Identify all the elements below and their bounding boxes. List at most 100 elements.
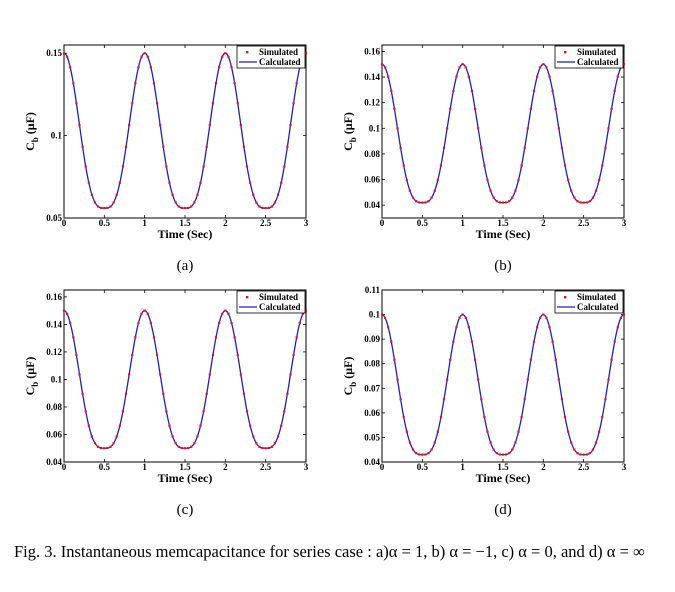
simulated-point — [174, 442, 177, 445]
simulated-point — [442, 146, 446, 149]
simulated-point — [483, 415, 486, 419]
simulated-point — [245, 410, 249, 413]
simulated-point — [483, 164, 486, 167]
simulated-point — [255, 201, 258, 204]
y-tick-label: 0.06 — [364, 408, 380, 418]
simulated-point — [557, 127, 560, 130]
x-tick-label: 0 — [380, 218, 385, 228]
y-tick-label: 0.08 — [364, 149, 380, 159]
simulated-point — [582, 201, 585, 204]
simulated-point — [495, 452, 498, 455]
simulated-point — [436, 430, 439, 433]
simulated-point — [69, 66, 72, 69]
x-axis-label: Time (Sec) — [158, 227, 213, 241]
simulated-point — [548, 75, 551, 78]
simulated-point — [542, 313, 545, 316]
simulated-point — [72, 82, 75, 85]
simulated-point — [430, 448, 433, 451]
simulated-point — [118, 424, 121, 427]
simulated-point — [128, 373, 131, 376]
simulated-point — [563, 164, 567, 167]
simulated-point — [245, 165, 249, 168]
simulated-point — [72, 336, 75, 339]
legend-label-calculated: Calculated — [259, 302, 301, 312]
simulated-point — [121, 165, 125, 168]
simulated-point — [199, 181, 202, 184]
simulated-point — [97, 205, 100, 208]
simulated-point — [495, 200, 498, 203]
simulated-point — [505, 453, 508, 456]
simulated-point — [446, 127, 449, 130]
x-tick-label: 3 — [304, 462, 309, 472]
simulated-point — [520, 415, 523, 419]
simulated-point — [532, 340, 536, 343]
simulated-point — [162, 145, 165, 148]
x-axis-label: Time (Sec) — [476, 227, 531, 241]
simulated-point — [380, 313, 384, 316]
simulated-point — [106, 446, 109, 450]
simulated-point — [273, 442, 277, 445]
simulated-point — [467, 75, 470, 78]
simulated-point — [421, 453, 424, 456]
simulated-point — [579, 453, 582, 456]
simulated-point — [304, 309, 308, 312]
simulated-point — [78, 373, 81, 376]
simulated-point — [604, 146, 607, 149]
simulated-point — [236, 353, 239, 357]
simulated-point — [622, 313, 626, 316]
simulated-point — [218, 66, 221, 69]
y-tick-label: 0.1 — [369, 123, 381, 133]
simulated-point — [276, 435, 280, 438]
simulated-point — [532, 89, 536, 93]
simulated-point — [433, 189, 436, 192]
simulated-point — [143, 309, 146, 312]
simulated-point — [140, 312, 143, 315]
x-tick-label: 1.5 — [179, 218, 191, 228]
simulated-point — [208, 373, 211, 376]
simulated-point — [267, 206, 270, 210]
simulated-point — [461, 313, 464, 316]
simulated-point — [455, 75, 458, 78]
simulated-point — [551, 89, 554, 93]
simulated-point — [480, 146, 483, 149]
legend-label-simulated: Simulated — [259, 47, 298, 57]
simulated-point — [594, 441, 598, 444]
simulated-point — [607, 378, 610, 381]
simulated-point — [177, 205, 180, 208]
simulated-point — [579, 201, 582, 204]
simulated-point — [591, 448, 595, 451]
y-tick-label: 0.16 — [364, 46, 380, 56]
simulated-point — [393, 358, 396, 361]
simulated-point — [529, 358, 533, 361]
simulated-point — [585, 201, 588, 204]
simulated-point — [221, 55, 224, 58]
simulated-point — [387, 326, 390, 329]
simulated-point — [411, 196, 415, 199]
simulated-point — [155, 102, 159, 105]
simulated-point — [239, 123, 242, 127]
x-tick-label: 0 — [380, 462, 385, 472]
x-tick-label: 1 — [142, 462, 147, 472]
y-tick-label: 0.12 — [364, 98, 380, 108]
simulated-point — [415, 452, 418, 455]
y-axis-label: Cb (μF) — [23, 357, 40, 396]
x-tick-label: 2 — [541, 462, 546, 472]
simulated-point — [62, 309, 66, 312]
simulated-point — [573, 448, 576, 451]
y-tick-label: 0.08 — [46, 402, 62, 412]
x-tick-label: 0.5 — [99, 218, 111, 228]
simulated-point — [87, 181, 90, 184]
simulated-point — [455, 326, 458, 329]
simulated-point — [221, 312, 224, 315]
simulated-point — [536, 75, 539, 78]
simulated-point — [508, 200, 511, 203]
x-tick-label: 2 — [223, 462, 228, 472]
x-tick-label: 2 — [541, 218, 546, 228]
x-tick-label: 1 — [142, 218, 147, 228]
simulated-point — [396, 378, 399, 381]
simulated-point — [511, 448, 514, 451]
x-tick-label: 0.5 — [99, 462, 111, 472]
simulated-point — [449, 107, 452, 110]
simulated-point — [81, 145, 84, 148]
